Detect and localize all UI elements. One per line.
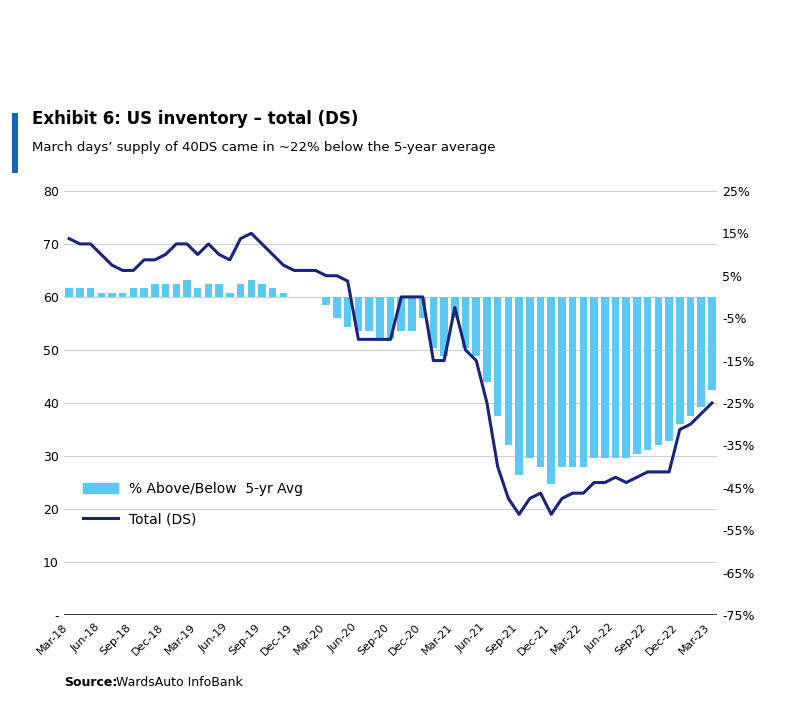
Bar [226,293,234,297]
Bar [76,288,84,297]
Bar [419,297,426,318]
Bar [536,297,544,467]
Bar [548,297,555,484]
Bar [387,297,395,339]
Bar [622,297,630,458]
Bar [162,284,169,297]
Text: Source:: Source: [64,677,117,689]
Bar [183,280,190,297]
Bar [697,297,705,407]
Bar [205,284,212,297]
Bar [108,293,116,297]
Bar [355,297,362,331]
Bar [408,297,416,331]
Bar [441,297,448,356]
Bar [258,284,265,297]
Bar [633,297,641,454]
Text: Exhibit 6: US inventory – total (DS): Exhibit 6: US inventory – total (DS) [32,110,359,127]
Bar [376,297,383,339]
Bar [591,297,598,458]
Bar [665,297,673,441]
Bar [676,297,684,424]
Bar [365,297,373,331]
Bar [398,297,405,331]
Bar [97,293,105,297]
Bar [461,297,469,348]
Bar [323,297,330,305]
Bar [558,297,566,467]
Bar [119,293,127,297]
Bar [601,297,609,458]
Bar [333,297,340,318]
Bar [654,297,662,445]
Bar [172,284,180,297]
Bar [215,284,223,297]
Bar [140,288,148,297]
Bar [526,297,533,458]
Bar [248,280,255,297]
Text: WardsAuto InfoBank: WardsAuto InfoBank [116,677,242,689]
Bar [151,284,159,297]
Bar [451,297,458,318]
Bar [569,297,576,467]
Bar [65,288,73,297]
Bar [473,297,480,356]
Bar [430,297,437,348]
Bar [687,297,694,416]
Bar [269,288,277,297]
Bar [579,297,587,467]
Bar [644,297,651,450]
Bar [505,297,512,445]
Bar [612,297,619,458]
Bar [516,297,523,475]
Bar [237,284,245,297]
Bar [87,288,94,297]
Legend: % Above/Below  5-yr Avg, Total (DS): % Above/Below 5-yr Avg, Total (DS) [77,476,308,532]
Bar [483,297,491,382]
Bar [194,288,202,297]
Bar [130,288,137,297]
Bar [494,297,501,416]
Bar [280,293,287,297]
Bar [344,297,351,327]
Bar [709,297,716,390]
Text: March days’ supply of 40DS came in ~22% below the 5-year average: March days’ supply of 40DS came in ~22% … [32,141,496,154]
